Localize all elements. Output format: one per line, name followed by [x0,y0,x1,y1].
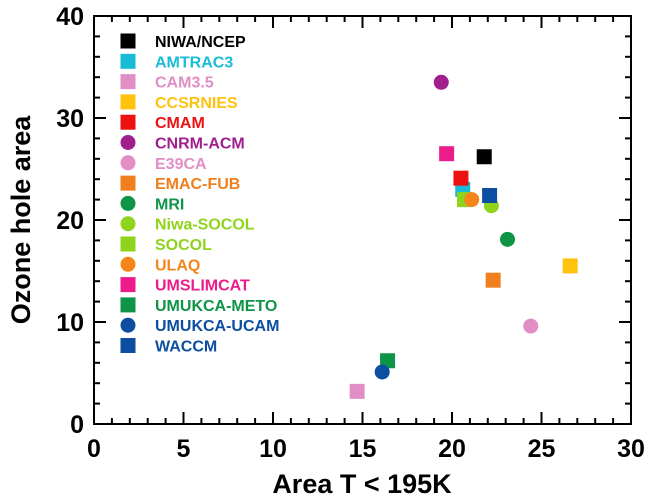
legend-marker-cnrm-acm [120,135,136,150]
x-tick-label: 10 [259,435,287,463]
legend-label-mri: MRI [155,196,184,213]
y-tick-label: 20 [56,207,84,235]
legend-label-cnrm-acm: CNRM-ACM [155,136,245,153]
data-points [349,74,578,399]
data-point-ulaq [464,192,480,208]
legend-label-cam3-5: CAM3.5 [155,75,214,92]
legend-marker-socol [120,236,136,252]
legend-marker-e39ca [120,155,136,171]
x-tick-label: 30 [617,435,645,463]
legend-label-umslimcat: UMSLIMCAT [155,278,250,295]
x-axis-title: Area T < 195K [272,469,452,496]
x-tick-label: 0 [87,435,101,463]
legend-marker-niwa-ncep [120,33,136,49]
data-point-umslimcat [439,146,455,162]
legend-label-umukca-ucam: UMUKCA-UCAM [155,318,279,335]
legend-marker-niwa-socol [120,216,136,232]
x-tick-label: 5 [177,435,191,463]
x-tick-label: 25 [528,435,556,463]
plot-frame [93,15,632,425]
data-point-umukca-ucam [374,364,390,380]
legend-marker-amtrac3 [120,53,136,69]
legend-label-ccsrnies: CCSRNIES [155,95,238,112]
legend-marker-waccm [120,338,136,353]
legend-marker-ccsrnies [120,94,136,110]
data-point-ccsrnies [562,258,578,274]
x-tick-label: 20 [438,435,466,463]
data-point-emac-fub [485,272,501,288]
data-point-mri [499,231,515,247]
legend-marker-umukca-meto [120,297,136,313]
legend-marker-cmam [120,114,136,130]
y-tick-label: 0 [70,411,84,439]
data-point-cam3-5 [349,383,365,399]
data-point-cnrm-acm [433,74,449,90]
legend-marker-umukca-ucam [120,317,136,333]
y-tick-label: 40 [56,3,84,31]
data-point-umukca-meto [380,353,396,369]
data-point-e39ca [523,318,539,334]
legend-label-emac-fub: EMAC-FUB [155,176,240,193]
legend-label-socol: SOCOL [155,237,212,254]
legend-label-niwa-ncep: NIWA/NCEP [155,34,246,51]
y-tick-label: 10 [56,309,84,337]
legend-label-e39ca: E39CA [155,156,207,173]
legend-marker-umslimcat [120,277,136,293]
legend-label-umukca-meto: UMUKCA-METO [155,298,277,315]
legend-label-ulaq: ULAQ [155,257,200,274]
legend-label-cmam: CMAM [155,115,205,132]
y-tick-label: 30 [56,105,84,133]
legend: NIWA/NCEP AMTRAC3 CAM3.5 CCSRNIES CMAM CNRM-A… [120,33,279,356]
data-point-niwa-ncep [476,149,492,165]
legend-marker-emac-fub [120,175,136,191]
y-axis-title: Ozone hole area [6,115,36,325]
legend-marker-ulaq [120,256,136,272]
legend-label-amtrac3: AMTRAC3 [155,54,233,71]
data-point-waccm [482,188,498,204]
x-tick-label: 15 [349,435,377,463]
data-point-cmam [453,170,469,186]
legend-marker-cam3-5 [120,74,136,90]
legend-label-niwa-socol: Niwa-SOCOL [155,217,255,234]
legend-label-waccm: WACCM [155,339,217,356]
legend-marker-mri [120,195,136,211]
